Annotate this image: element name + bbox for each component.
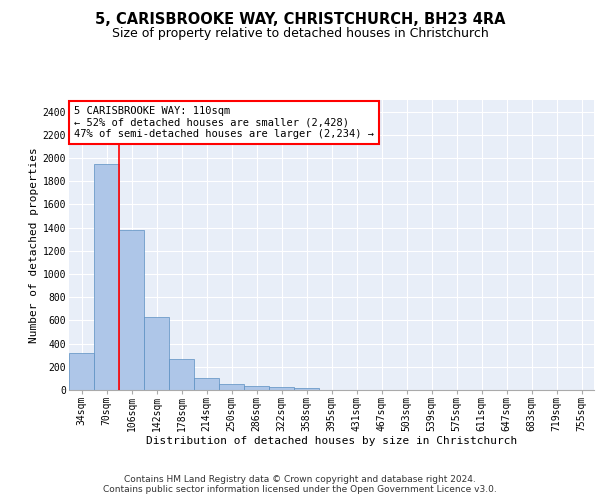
Bar xyxy=(219,384,244,390)
Bar xyxy=(244,386,269,390)
Bar xyxy=(119,230,144,390)
Bar xyxy=(194,378,219,390)
Bar xyxy=(269,387,294,390)
Bar xyxy=(169,358,194,390)
Text: Contains HM Land Registry data © Crown copyright and database right 2024.
Contai: Contains HM Land Registry data © Crown c… xyxy=(103,474,497,494)
X-axis label: Distribution of detached houses by size in Christchurch: Distribution of detached houses by size … xyxy=(146,436,517,446)
Bar xyxy=(94,164,119,390)
Y-axis label: Number of detached properties: Number of detached properties xyxy=(29,147,38,343)
Text: 5, CARISBROOKE WAY, CHRISTCHURCH, BH23 4RA: 5, CARISBROOKE WAY, CHRISTCHURCH, BH23 4… xyxy=(95,12,505,28)
Bar xyxy=(144,317,169,390)
Text: Size of property relative to detached houses in Christchurch: Size of property relative to detached ho… xyxy=(112,28,488,40)
Text: 5 CARISBROOKE WAY: 110sqm
← 52% of detached houses are smaller (2,428)
47% of se: 5 CARISBROOKE WAY: 110sqm ← 52% of detac… xyxy=(74,106,374,139)
Bar xyxy=(69,354,94,390)
Bar xyxy=(294,388,319,390)
